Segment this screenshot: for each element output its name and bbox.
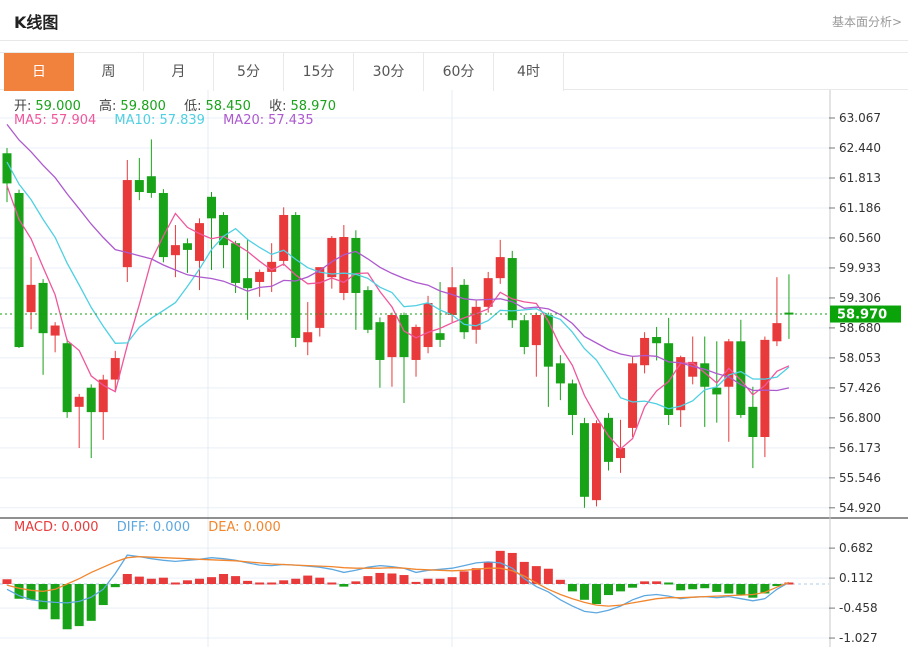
axis-label: 61.186 xyxy=(839,201,881,215)
fundamental-analysis-link[interactable]: 基本面分析> xyxy=(831,15,902,29)
kline-chart-canvas[interactable]: 63.067 62.440 61.813 61.186 60.560 59.933 59.3… xyxy=(0,90,908,647)
ma-lines-layer xyxy=(6,124,790,450)
axis-label: 63.067 xyxy=(839,111,881,125)
ma10-line xyxy=(6,161,790,410)
axis-label: 58.680 xyxy=(839,321,881,335)
axis-label: 0.112 xyxy=(839,571,873,585)
title-bar: K线图 基本面分析> xyxy=(0,0,908,41)
interval-tab-月[interactable]: 月 xyxy=(144,53,214,91)
axis-label: -0.458 xyxy=(839,601,878,615)
interval-tab-日[interactable]: 日 xyxy=(4,53,74,91)
ma5-line xyxy=(6,185,790,450)
price-axis-labels: 63.067 62.440 61.813 61.186 60.560 59.933 59.3… xyxy=(829,111,881,645)
interval-tab-30分[interactable]: 30分 xyxy=(354,53,424,91)
axis-label: 58.053 xyxy=(839,351,881,365)
page-title: K线图 xyxy=(14,13,59,32)
current-price-badge-text: 58.970 xyxy=(837,308,887,323)
dea-line xyxy=(6,555,790,607)
current-price-badge: 58.970 xyxy=(830,305,901,323)
macd-histogram-layer xyxy=(2,550,794,630)
interval-tab-5分[interactable]: 5分 xyxy=(214,53,284,91)
axis-label: 59.933 xyxy=(839,261,881,275)
axis-label: 55.546 xyxy=(839,471,881,485)
axis-label: 56.800 xyxy=(839,411,881,425)
axis-label: 62.440 xyxy=(839,141,881,155)
interval-tabbar: 日周月 5分 15分 30分 60分 4时 xyxy=(0,52,908,91)
candles-layer xyxy=(2,139,794,508)
axis-label: 59.306 xyxy=(839,291,881,305)
axis-label: 61.813 xyxy=(839,171,881,185)
interval-tab-60分[interactable]: 60分 xyxy=(424,53,494,91)
interval-tab-4时[interactable]: 4时 xyxy=(494,53,564,91)
interval-tab-周[interactable]: 周 xyxy=(74,53,144,91)
ma20-line xyxy=(6,124,790,392)
axis-label: 60.560 xyxy=(839,231,881,245)
axis-label: -1.027 xyxy=(839,631,878,645)
interval-tab-15分[interactable]: 15分 xyxy=(284,53,354,91)
axis-label: 56.173 xyxy=(839,441,881,455)
axis-label: 57.426 xyxy=(839,381,881,395)
macd-lines-layer xyxy=(6,554,790,614)
axis-label: 0.682 xyxy=(839,541,873,555)
axis-label: 54.920 xyxy=(839,501,881,515)
